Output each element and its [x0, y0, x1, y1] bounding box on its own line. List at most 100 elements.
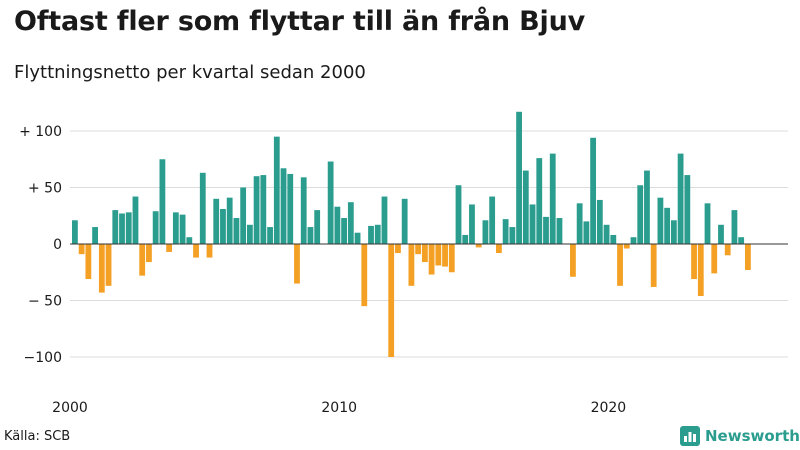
bar: [361, 244, 368, 307]
bar: [684, 175, 691, 244]
bar: [72, 220, 78, 244]
bar: [677, 153, 684, 244]
bar: [509, 227, 516, 244]
bar: [603, 224, 610, 244]
bar: [644, 170, 650, 244]
bar: [448, 244, 455, 273]
bar: [657, 197, 664, 244]
bar: [395, 244, 401, 254]
bar: [368, 225, 374, 244]
bar: [482, 220, 489, 244]
bar: [583, 221, 590, 244]
bar: [327, 161, 334, 244]
bar: [724, 244, 731, 256]
bar: [388, 244, 395, 357]
bar: [637, 185, 644, 244]
chart-subtitle: Flyttningsnetto per kvartal sedan 2000: [14, 62, 366, 83]
bar: [193, 244, 199, 258]
bar: [186, 237, 193, 244]
bar: [220, 208, 226, 244]
bar: [300, 177, 307, 244]
bar: [401, 198, 408, 244]
bar: [206, 244, 213, 258]
bar: [610, 234, 617, 244]
x-tick-label: 2000: [52, 400, 88, 416]
y-tick-label: − 50: [28, 294, 62, 310]
bar: [462, 234, 469, 244]
bar: [132, 196, 139, 244]
bar: [408, 244, 415, 286]
bar: [334, 206, 341, 244]
bar: [273, 136, 280, 244]
bar: [502, 219, 509, 244]
bar: [354, 232, 361, 244]
bar: [347, 202, 354, 244]
bar: [617, 244, 623, 286]
bar: [374, 224, 381, 244]
bar: [78, 244, 85, 255]
bar: [691, 244, 697, 280]
bar: [428, 244, 435, 275]
bar: [570, 244, 576, 277]
y-tick-label: + 50: [28, 181, 62, 197]
bar: [166, 244, 173, 252]
bar: [260, 175, 267, 244]
bar: [576, 203, 583, 244]
bar: [623, 244, 630, 249]
brand-logo: Newsworthy: [680, 426, 800, 446]
bar: [119, 213, 125, 244]
bar: [529, 204, 536, 244]
bar: [199, 172, 206, 244]
bar: [152, 211, 159, 244]
bar: [125, 212, 132, 244]
bar: [179, 214, 186, 244]
bar: [253, 176, 260, 244]
bar: [650, 244, 657, 287]
bar: [314, 210, 321, 244]
bar: [85, 244, 92, 280]
x-tick-label: 2020: [591, 400, 627, 416]
bar: [469, 204, 475, 244]
bar: [146, 244, 152, 263]
bar: [543, 216, 549, 244]
bar: [718, 224, 724, 244]
bar: [98, 244, 105, 293]
bar: [596, 199, 603, 244]
bar: [489, 196, 496, 244]
bar: [112, 210, 119, 244]
newsworthy-icon: [680, 426, 700, 446]
bar: [213, 198, 220, 244]
bar: [307, 227, 314, 244]
bar: [475, 244, 482, 248]
bar: [536, 158, 543, 244]
bar: [590, 137, 597, 244]
bar: [738, 237, 745, 244]
bar: [240, 187, 247, 244]
source-label: Källa: SCB: [4, 429, 71, 444]
bar: [233, 218, 240, 244]
bar: [246, 224, 253, 244]
bar: [226, 197, 233, 244]
brand-name: Newsworthy: [705, 427, 800, 445]
bar: [294, 244, 300, 284]
y-tick-label: −100: [24, 350, 62, 366]
bar: [415, 244, 422, 255]
bar: [287, 173, 294, 244]
bar: [495, 244, 502, 254]
bar: [516, 111, 522, 244]
y-tick-label: 0: [53, 237, 62, 253]
bar: [522, 170, 529, 244]
bar: [670, 220, 677, 244]
bar: [341, 218, 347, 244]
bar: [745, 244, 751, 270]
bar: [435, 244, 442, 266]
bar: [442, 244, 448, 267]
bar: [172, 212, 179, 244]
bar: [704, 203, 711, 244]
bar: [139, 244, 146, 276]
bar: [421, 244, 428, 263]
x-tick-label: 2010: [321, 400, 357, 416]
bar: [381, 196, 388, 244]
bar: [549, 153, 556, 244]
